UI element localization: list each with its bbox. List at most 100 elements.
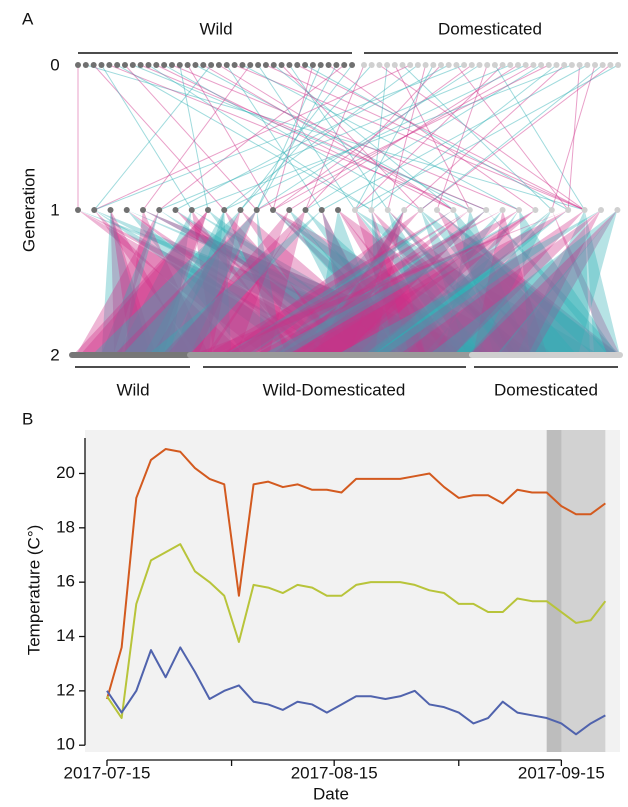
pedigree-link <box>567 64 581 211</box>
pedigree-fan <box>338 210 455 355</box>
pedigree-link <box>234 64 585 211</box>
pedigree-fan <box>256 210 284 355</box>
pedigree-fan <box>420 210 620 355</box>
individual <box>161 62 168 68</box>
pedigree-fan <box>584 210 620 355</box>
pedigree-link <box>191 64 573 211</box>
pedigree-fan <box>444 210 531 355</box>
individual <box>91 207 98 213</box>
pedigree-fan <box>100 210 160 355</box>
pedigree-link <box>387 64 427 211</box>
pedigree-fan <box>143 210 491 355</box>
pedigree-fan <box>551 210 620 355</box>
individual <box>221 207 228 213</box>
x-axis-title: Date <box>313 784 349 803</box>
panel-label: A <box>22 9 34 28</box>
pedigree-link <box>226 64 323 211</box>
pedigree-link <box>195 64 471 211</box>
individual <box>114 62 121 68</box>
individual <box>368 207 375 213</box>
pedigree-link <box>370 64 388 211</box>
pedigree-link <box>297 64 585 211</box>
pedigree-fan <box>208 210 399 355</box>
y-tick-label: 14 <box>56 626 75 645</box>
individual <box>262 62 269 68</box>
pedigree-fan <box>467 210 601 355</box>
individual <box>581 207 588 213</box>
series-line <box>106 646 606 736</box>
pedigree-fan <box>321 210 398 355</box>
pedigree-link <box>93 64 212 211</box>
individual <box>384 207 391 213</box>
group-label: Wild <box>116 380 149 399</box>
pedigree-link <box>321 64 588 211</box>
individual <box>461 62 468 68</box>
pedigree-fan <box>371 210 525 355</box>
pedigree-link <box>272 64 534 211</box>
pedigree-fan <box>223 210 454 355</box>
pedigree-link <box>402 64 553 211</box>
pedigree-link <box>456 64 569 211</box>
pedigree-fan <box>91 210 241 355</box>
pedigree-fan <box>240 210 409 355</box>
individual <box>445 62 452 68</box>
pedigree-link <box>156 64 454 211</box>
individual <box>466 207 473 213</box>
pedigree-fan <box>116 210 192 355</box>
pedigree-fan <box>289 210 456 355</box>
individual <box>368 62 375 68</box>
individual <box>476 62 483 68</box>
pedigree-link <box>175 64 449 211</box>
individual <box>491 62 498 68</box>
pedigree-fan <box>73 210 209 355</box>
pedigree-fan <box>403 210 519 355</box>
individual <box>615 62 622 68</box>
pedigree-fan <box>273 210 488 355</box>
panel-label: B <box>22 409 33 428</box>
individual <box>450 207 457 213</box>
individual <box>430 62 437 68</box>
pedigree-link <box>328 64 536 211</box>
pedigree-link <box>494 64 586 211</box>
individual <box>215 62 222 68</box>
pedigree-fan <box>423 210 552 355</box>
pedigree-link <box>101 64 193 211</box>
individual <box>530 62 537 68</box>
pedigree-fan <box>315 210 405 355</box>
individual <box>484 62 491 68</box>
group-label: Wild-Domesticated <box>263 380 406 399</box>
individual <box>82 62 89 68</box>
pedigree-link <box>163 64 421 211</box>
individual <box>545 62 552 68</box>
individual <box>302 62 309 68</box>
individual <box>438 62 444 68</box>
individual <box>553 62 560 68</box>
pedigree-fan <box>398 210 601 355</box>
individual <box>515 62 521 68</box>
individual <box>239 62 246 68</box>
pedigree-link <box>187 64 274 211</box>
group-label: Wild <box>199 19 232 38</box>
pedigree-link <box>159 64 511 211</box>
pedigree-fan <box>121 210 257 355</box>
individual <box>599 62 606 68</box>
pedigree-fan <box>355 210 458 355</box>
pedigree-fan <box>94 210 340 355</box>
pedigree-link <box>256 64 322 211</box>
pedigree-fan <box>147 210 322 355</box>
pedigree-link <box>551 64 596 211</box>
pedigree-fan <box>175 210 408 355</box>
pedigree-link <box>85 64 585 211</box>
pedigree-fan <box>205 210 454 355</box>
individual <box>568 62 575 68</box>
pedigree-link <box>305 64 365 211</box>
individual <box>565 207 572 213</box>
pedigree-fan <box>516 210 591 355</box>
pedigree-fan <box>254 210 519 355</box>
pedigree-link <box>288 64 389 211</box>
individual <box>598 207 604 213</box>
individual <box>325 62 332 68</box>
pedigree-link <box>420 64 611 211</box>
individual <box>156 207 163 213</box>
pedigree-fan <box>173 210 225 355</box>
